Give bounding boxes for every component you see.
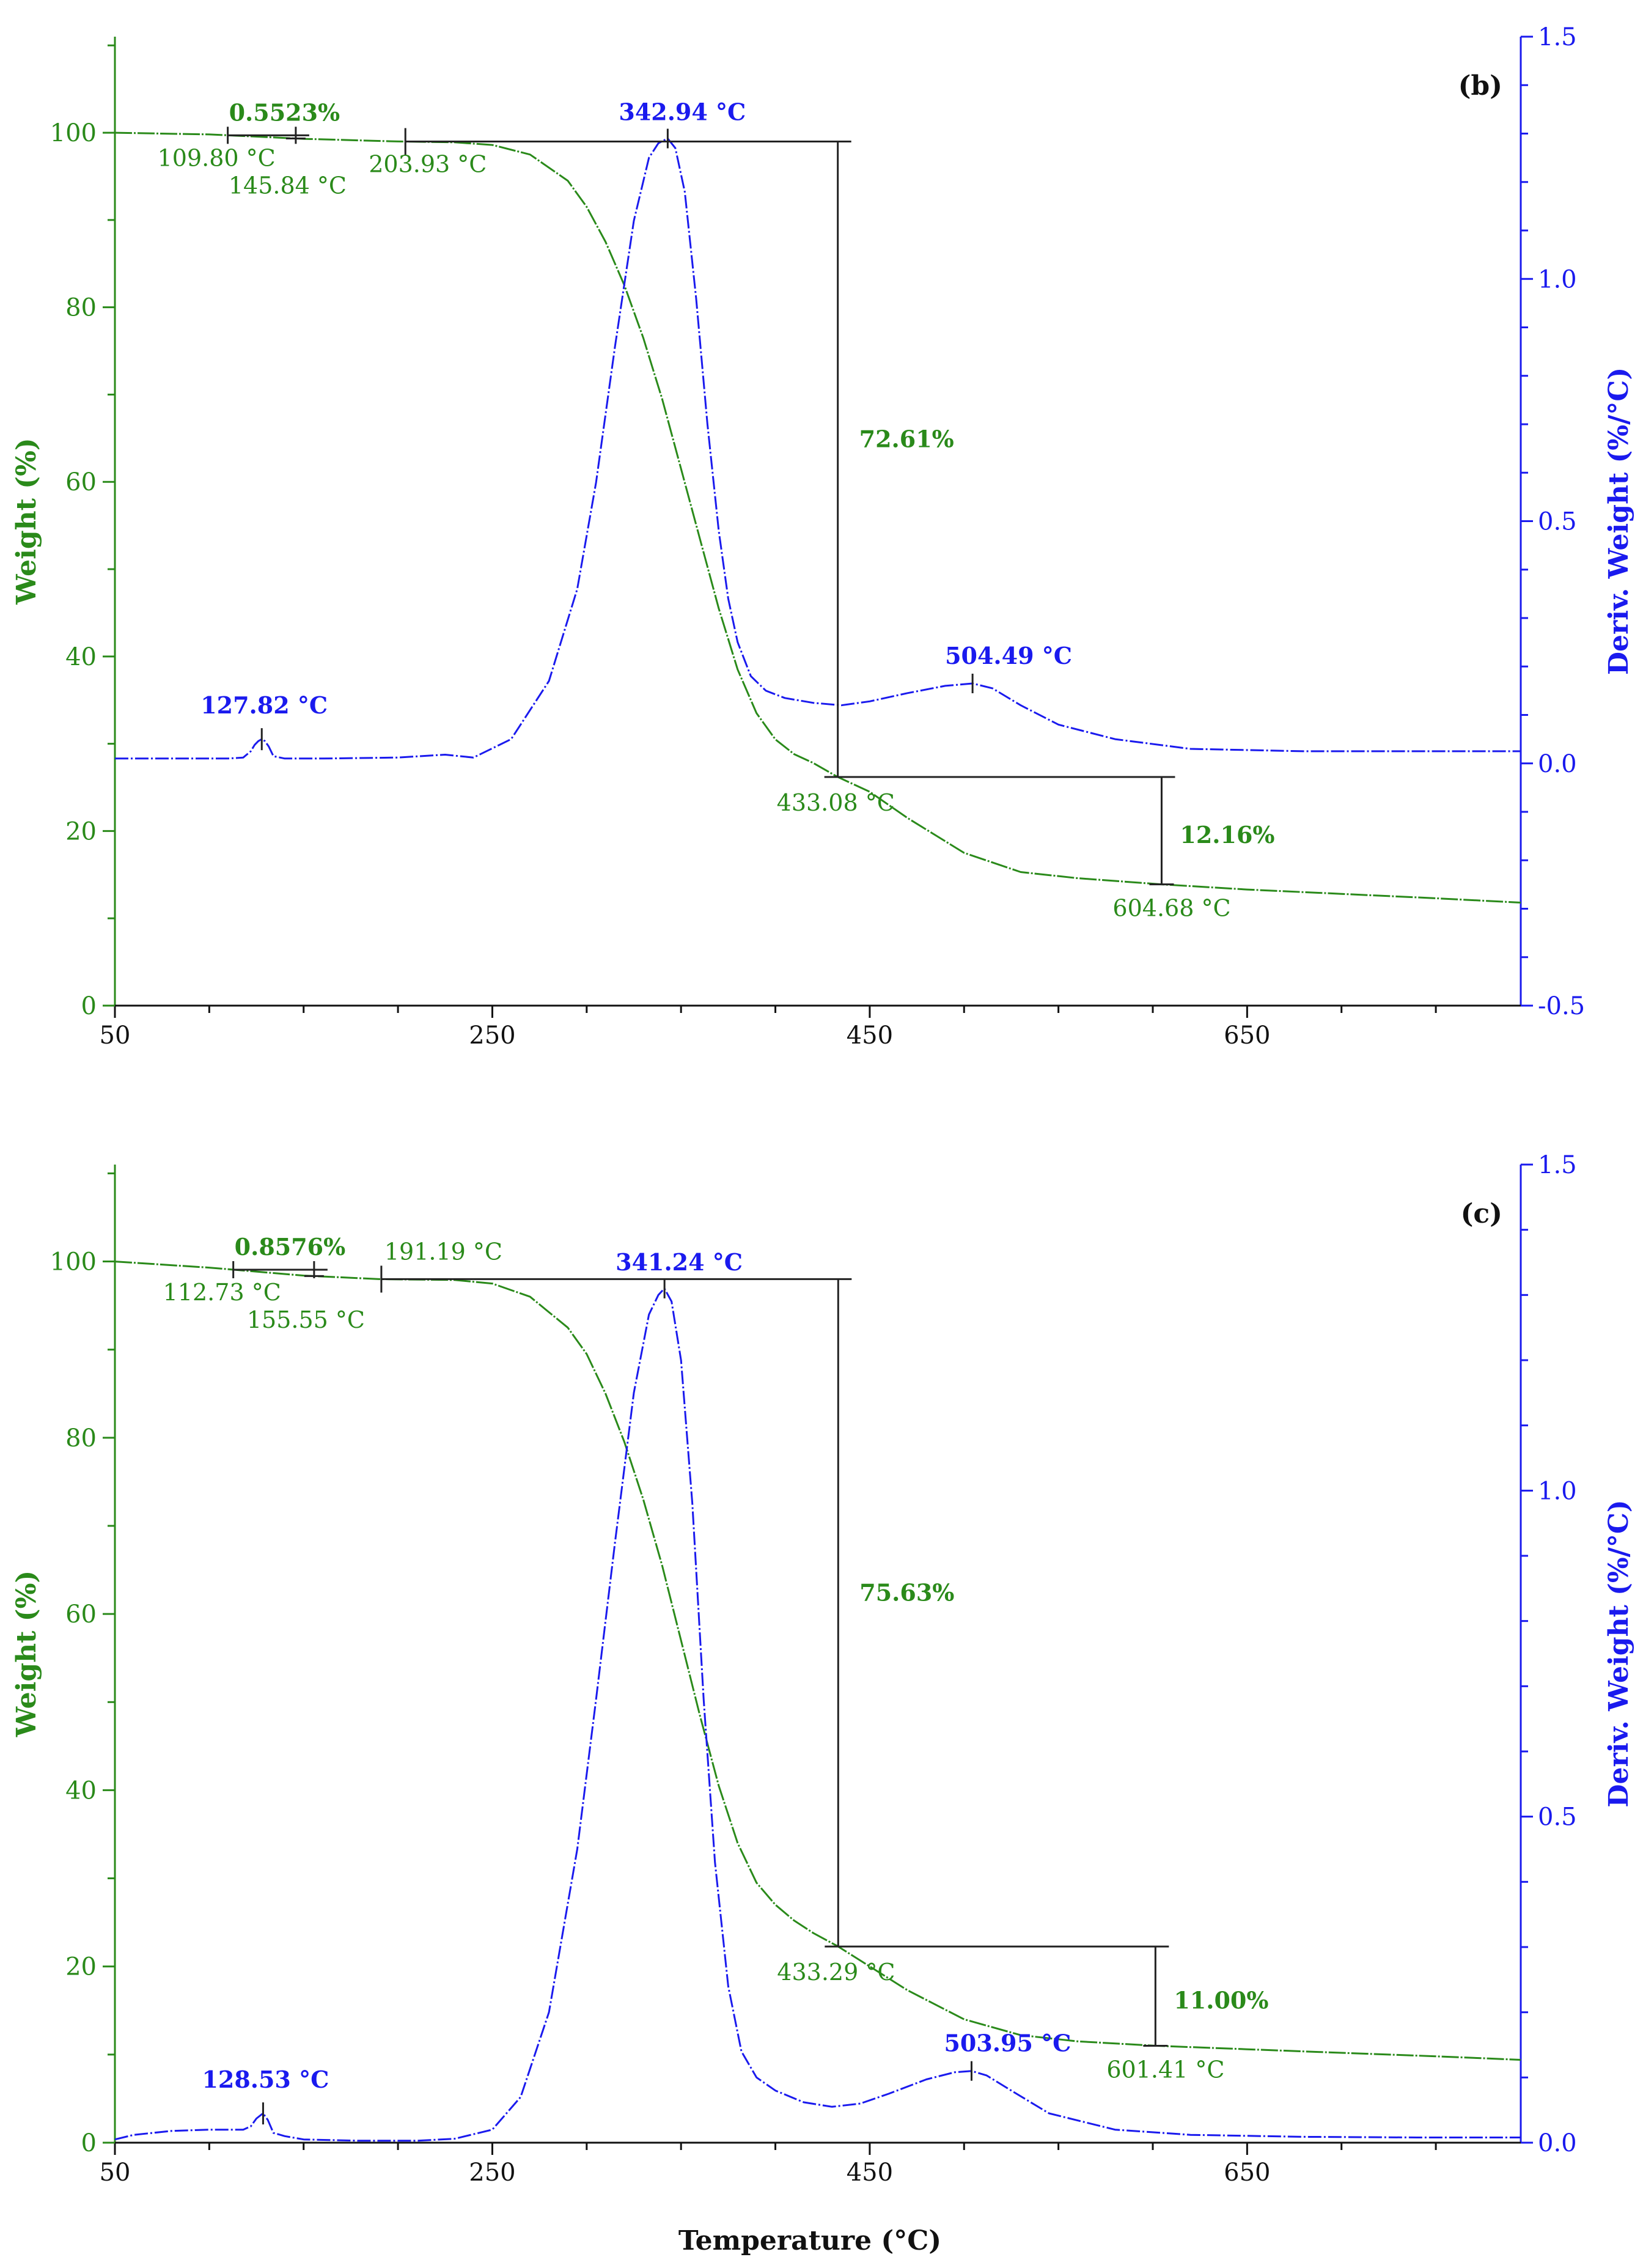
- small-step-start-label: 112.73 °C: [163, 1279, 281, 1306]
- x-tick-label: 250: [469, 2159, 515, 2187]
- right-y-tick-label: -0.5: [1538, 992, 1585, 1020]
- panel-c-chart: 50 250 450 650 0 20 40 60 80 100 0.0 0.5 1.0 1.5 Weigh…: [11, 1151, 1634, 2187]
- left-y-tick-label: 0: [81, 2129, 97, 2157]
- panel-label: (c): [1461, 1198, 1502, 1229]
- x-tick-label: 50: [100, 2159, 131, 2187]
- second-step-end-label: 601.41 °C: [1106, 2056, 1224, 2083]
- second-peak-label: 503.95 °C: [944, 2030, 1071, 2057]
- left-y-tick-label: 80: [65, 1424, 97, 1452]
- right-y-tick-label: 1.0: [1538, 265, 1577, 293]
- left-y-tick-label: 100: [50, 119, 97, 147]
- small-step-percent-label: 0.8576%: [235, 1233, 346, 1261]
- right-y-tick-label: 1.0: [1538, 1477, 1577, 1505]
- right-y-tick-label: 0.0: [1538, 750, 1577, 778]
- right-y-axis-title: Deriv. Weight (%/°C): [1603, 1500, 1634, 1807]
- second-loss-percent-label: 11.00%: [1174, 1986, 1268, 2014]
- small-step-end-label: 155.55 °C: [247, 1306, 365, 1333]
- panel-b-chart: 50 250 450 650 0 20 40 60 80 100 -0.5 0.0 0.5 1.0 1.5 W…: [11, 23, 1634, 1050]
- left-y-axis-title: Weight (%): [11, 438, 42, 605]
- deriv-weight-line: [115, 137, 1521, 760]
- deriv-weight-line: [114, 1287, 1521, 2142]
- right-y-tick-label: 1.5: [1538, 23, 1577, 51]
- main-peak-label: 342.94 °C: [619, 98, 746, 126]
- panel-label: (b): [1458, 70, 1502, 101]
- right-y-tick-label: 1.5: [1538, 1151, 1577, 1179]
- left-y-tick-label: 40: [65, 643, 97, 671]
- right-y-tick-label: 0.5: [1538, 508, 1577, 536]
- left-y-tick-label: 0: [81, 992, 97, 1020]
- second-peak-label: 504.49 °C: [945, 642, 1072, 669]
- left-y-axis-title: Weight (%): [11, 1570, 42, 1737]
- small-step-start-label: 109.80 °C: [158, 144, 276, 171]
- main-loss-percent-label: 72.61%: [859, 425, 954, 452]
- right-y-tick-label: 0.5: [1538, 1803, 1577, 1832]
- left-y-tick-label: 80: [65, 294, 97, 322]
- second-loss-percent-label: 12.16%: [1180, 821, 1274, 849]
- second-step-start-label: 433.29 °C: [777, 1959, 895, 1986]
- x-tick-label: 250: [469, 1022, 515, 1050]
- weight-line: [114, 1261, 1521, 2061]
- x-tick-label: 450: [847, 1022, 893, 1050]
- onset-label: 203.93 °C: [369, 151, 487, 178]
- right-y-tick-label: 0.0: [1538, 2129, 1577, 2157]
- main-loss-percent-label: 75.63%: [859, 1578, 954, 1606]
- small-peak-label: 128.53 °C: [202, 2066, 329, 2093]
- right-y-axis-title: Deriv. Weight (%/°C): [1603, 367, 1634, 675]
- x-axis-title: Temperature (°C): [678, 2225, 941, 2256]
- x-tick-label: 450: [847, 2159, 893, 2187]
- small-step-percent-label: 0.5523%: [229, 98, 340, 126]
- x-tick-label: 650: [1224, 2159, 1270, 2187]
- left-y-tick-label: 40: [65, 1776, 97, 1805]
- main-peak-label: 341.24 °C: [616, 1248, 743, 1276]
- small-step-end-label: 145.84 °C: [229, 172, 347, 199]
- left-y-tick-label: 60: [65, 468, 97, 496]
- left-y-tick-label: 20: [65, 817, 97, 845]
- second-step-start-label: 433.08 °C: [777, 789, 895, 816]
- small-peak-label: 127.82 °C: [200, 691, 328, 719]
- onset-label: 191.19 °C: [384, 1238, 502, 1265]
- left-y-tick-label: 60: [65, 1600, 97, 1629]
- left-y-tick-label: 100: [50, 1248, 97, 1276]
- second-step-end-label: 604.68 °C: [1112, 895, 1230, 922]
- weight-line: [114, 131, 1521, 904]
- x-tick-label: 50: [100, 1022, 131, 1050]
- x-tick-label: 650: [1224, 1022, 1270, 1050]
- left-y-tick-label: 20: [65, 1953, 97, 1981]
